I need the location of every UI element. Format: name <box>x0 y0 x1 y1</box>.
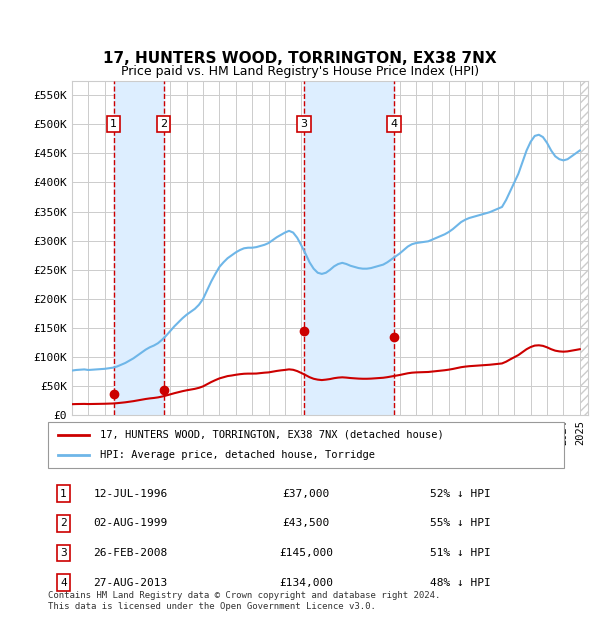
Text: 3: 3 <box>300 119 307 129</box>
Text: £43,500: £43,500 <box>283 518 329 528</box>
Text: HPI: Average price, detached house, Torridge: HPI: Average price, detached house, Torr… <box>100 450 374 460</box>
Text: 27-AUG-2013: 27-AUG-2013 <box>94 578 167 588</box>
Text: 4: 4 <box>60 578 67 588</box>
Text: 02-AUG-1999: 02-AUG-1999 <box>94 518 167 528</box>
Text: 12-JUL-1996: 12-JUL-1996 <box>94 489 167 498</box>
Bar <box>580 81 588 415</box>
Text: 52% ↓ HPI: 52% ↓ HPI <box>430 489 491 498</box>
Text: 2: 2 <box>60 518 67 528</box>
Text: 26-FEB-2008: 26-FEB-2008 <box>94 548 167 558</box>
Text: £37,000: £37,000 <box>283 489 329 498</box>
Text: 51% ↓ HPI: 51% ↓ HPI <box>430 548 491 558</box>
Text: Contains HM Land Registry data © Crown copyright and database right 2024.
This d: Contains HM Land Registry data © Crown c… <box>48 591 440 611</box>
Text: 17, HUNTERS WOOD, TORRINGTON, EX38 7NX (detached house): 17, HUNTERS WOOD, TORRINGTON, EX38 7NX (… <box>100 430 443 440</box>
Text: 1: 1 <box>110 119 117 129</box>
Text: 2: 2 <box>160 119 167 129</box>
Text: 17, HUNTERS WOOD, TORRINGTON, EX38 7NX: 17, HUNTERS WOOD, TORRINGTON, EX38 7NX <box>103 51 497 66</box>
Bar <box>580 81 588 415</box>
Bar <box>304 81 394 415</box>
Text: 55% ↓ HPI: 55% ↓ HPI <box>430 518 491 528</box>
FancyBboxPatch shape <box>48 422 564 468</box>
Text: 3: 3 <box>60 548 67 558</box>
Bar <box>113 81 164 415</box>
Text: 48% ↓ HPI: 48% ↓ HPI <box>430 578 491 588</box>
Text: £134,000: £134,000 <box>279 578 333 588</box>
Text: £145,000: £145,000 <box>279 548 333 558</box>
Text: 1: 1 <box>60 489 67 498</box>
Text: Price paid vs. HM Land Registry's House Price Index (HPI): Price paid vs. HM Land Registry's House … <box>121 65 479 78</box>
Text: 4: 4 <box>391 119 397 129</box>
